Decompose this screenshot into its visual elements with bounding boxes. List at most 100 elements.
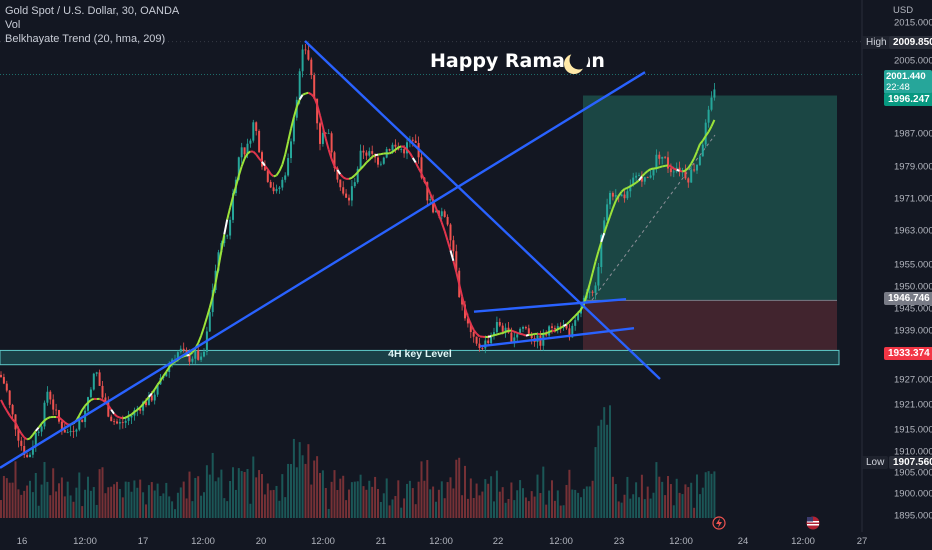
volume-bar	[98, 469, 101, 518]
indicator-segment	[389, 151, 393, 155]
indicator-segment	[414, 162, 420, 169]
indicator-segment	[397, 145, 402, 149]
candle-body	[391, 144, 394, 151]
price-tick-label: 1921.000	[894, 400, 932, 411]
volume-bar	[681, 494, 684, 518]
volume-bar	[217, 477, 220, 518]
volume-bar	[565, 484, 568, 518]
volume-bar	[310, 484, 313, 518]
candle-body	[606, 204, 609, 221]
volume-bar	[200, 495, 203, 518]
candle-body	[31, 446, 34, 455]
volume-bar	[150, 482, 153, 518]
candle-body	[475, 336, 478, 344]
candle-body	[130, 415, 133, 418]
volume-bar	[350, 482, 353, 518]
volume-bar	[89, 490, 92, 518]
candle-body	[510, 332, 513, 343]
volume-bar	[577, 492, 580, 518]
volume-bar	[284, 497, 287, 518]
candle-body	[307, 50, 310, 60]
candle-body	[356, 168, 359, 183]
indicator-segment	[704, 131, 710, 137]
time-tick-label: 12:00	[191, 536, 215, 547]
volume-legend[interactable]: Vol	[5, 19, 21, 31]
volume-bar	[522, 488, 524, 518]
trend-lines[interactable]	[0, 40, 661, 469]
volume-bar	[31, 492, 34, 518]
volume-bar	[397, 480, 400, 518]
volume-bar	[23, 490, 26, 518]
key-level-band: 4H key Level	[0, 348, 840, 366]
loss-zone	[583, 300, 837, 353]
candle-body	[466, 318, 469, 324]
volume-bar	[182, 481, 185, 518]
indicator-legend[interactable]: Belkhayate Trend (20, hma, 209)	[5, 33, 166, 45]
price-tick-label: 1963.000	[894, 226, 932, 237]
volume-bar	[371, 486, 374, 518]
candle-body	[179, 348, 182, 353]
indicator-segment	[496, 332, 501, 336]
indicator-segment	[333, 165, 339, 171]
volume-bar	[580, 497, 582, 518]
candle-body	[104, 397, 107, 403]
indicator-segment	[313, 96, 319, 105]
volume-bar	[414, 504, 417, 518]
candle-body	[237, 157, 240, 180]
candle-body	[287, 158, 290, 176]
candle-body	[478, 343, 481, 349]
volume-bar	[649, 498, 652, 518]
candle-body	[110, 416, 113, 422]
candle-body	[574, 320, 577, 326]
indicator-segment	[371, 154, 376, 158]
volume-bar	[156, 483, 159, 518]
volume-bar	[246, 468, 249, 518]
candle-body	[600, 235, 603, 268]
indicator-segment	[348, 176, 353, 180]
indicator-segment	[281, 154, 287, 166]
volume-bar	[95, 504, 98, 518]
indicator-segment	[505, 329, 509, 333]
time-axis[interactable]: 16 12:00 17 12:00 20 12:00 21 12:00 22 12:00 23 12:…	[17, 536, 868, 547]
candle-body	[229, 219, 232, 236]
volume-bar	[472, 498, 475, 518]
candle-body	[623, 194, 626, 199]
volume-bar	[713, 471, 716, 518]
volume-bars	[0, 405, 716, 518]
volume-bar	[359, 474, 362, 518]
volume-bar	[440, 481, 443, 518]
candle-body	[139, 408, 142, 411]
symbol-title[interactable]: Gold Spot / U.S. Dollar, 30, OANDA	[5, 5, 180, 17]
volume-bar	[124, 481, 127, 518]
candle-body	[551, 326, 553, 328]
indicator-segment	[614, 195, 620, 202]
indicator-segment	[258, 157, 263, 163]
volume-bar	[394, 496, 397, 518]
volume-bar	[455, 459, 458, 518]
volume-bar	[553, 500, 556, 518]
candle-body	[333, 152, 336, 168]
indicator-segment	[687, 163, 693, 169]
indicator-segment	[37, 422, 43, 429]
volume-bar	[411, 488, 414, 518]
flash-icon[interactable]	[712, 516, 726, 530]
us-flag-icon[interactable]	[806, 516, 820, 530]
candle-body	[43, 402, 46, 427]
volume-bar	[432, 486, 435, 518]
volume-bar	[197, 476, 200, 518]
indicator-segment	[458, 283, 464, 297]
indicator-segment	[406, 148, 411, 154]
candle-body	[461, 297, 464, 305]
price-axis[interactable]: 2015.000 2005.000 1987.000 1979.000 1971.000…	[861, 0, 932, 532]
indicator-segment	[377, 153, 382, 156]
volume-bar	[635, 482, 638, 518]
indicator-segment	[571, 315, 576, 320]
position-path-line	[591, 134, 716, 301]
volume-bar	[229, 481, 232, 518]
candle-body	[556, 326, 559, 330]
candle-body	[684, 170, 687, 179]
indicator-segment	[588, 272, 594, 285]
indicator-segment	[321, 126, 327, 140]
volume-bar	[330, 481, 333, 518]
